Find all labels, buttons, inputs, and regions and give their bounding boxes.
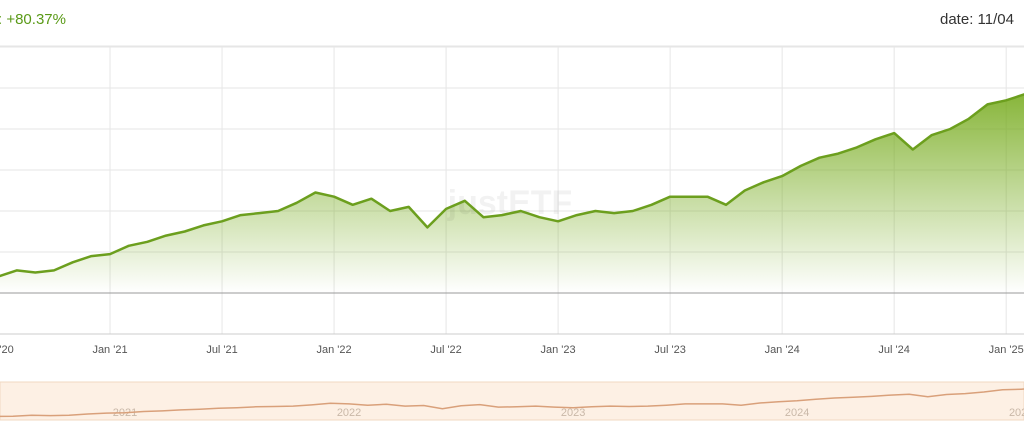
line	[0, 93, 1024, 278]
navigator-label: 2025	[1009, 407, 1024, 419]
area	[0, 94, 1024, 293]
x-tick-label: Jul '22	[430, 344, 461, 356]
performance: : +80.37%	[0, 11, 66, 28]
navigator-label: 2024	[785, 407, 809, 419]
navigator-label: 2022	[337, 407, 361, 419]
x-tick-label: Jul '23	[654, 344, 685, 356]
navigator	[0, 381, 1024, 421]
x-tick-label: Jul '20	[0, 344, 14, 356]
x-tick-label: Jan '23	[541, 344, 576, 356]
x-tick-label: Jan '24	[765, 344, 800, 356]
navigator-label: 2023	[561, 407, 585, 419]
x-tick-label: Jul '21	[206, 344, 237, 356]
navigator-line	[0, 388, 1024, 418]
x-tick-label: Jan '21	[92, 344, 127, 356]
x-tick-label: Jul '24	[878, 344, 909, 356]
x-tick-label: Jan '22	[316, 344, 351, 356]
x-tick-label: Jan '25	[989, 344, 1024, 356]
date: date: 11/04	[940, 11, 1014, 28]
